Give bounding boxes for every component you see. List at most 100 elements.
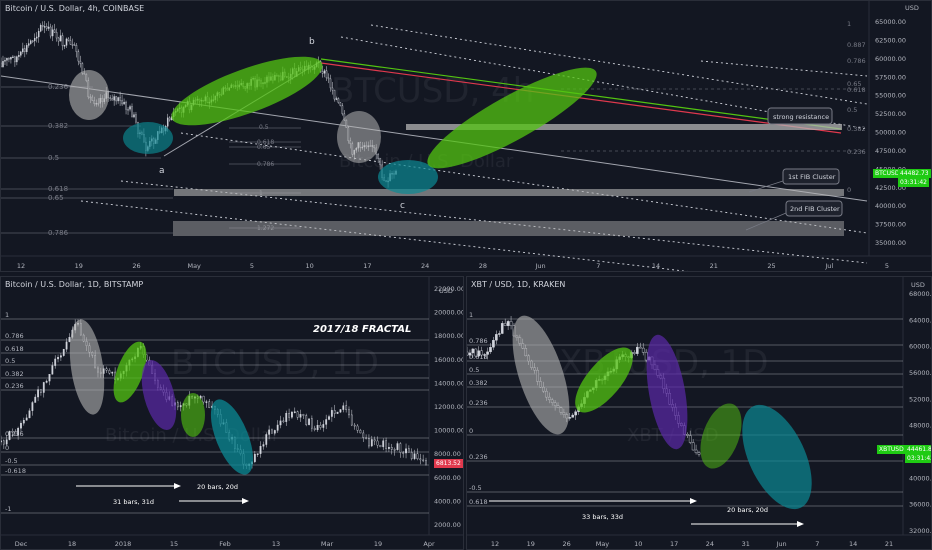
fractal-candle: [405, 448, 407, 454]
fractal-candle: [282, 420, 285, 423]
kraken-candle: [509, 321, 513, 327]
kraken-x-tick: 7: [815, 540, 819, 548]
main-candle: [33, 38, 36, 42]
main-y-tick: 55000.00: [875, 92, 906, 100]
left-fib-retracement: [1, 86, 173, 234]
fractal-candle: [14, 431, 17, 436]
main-candle: [79, 60, 82, 64]
fractal-candle: [373, 439, 376, 442]
fractal-candle: [308, 418, 310, 425]
main-x-tick: 7: [596, 262, 600, 270]
kraken-arrow-1-head: [690, 498, 697, 504]
fractal-candle: [20, 422, 22, 429]
fractal-2017-panel[interactable]: Bitcoin / U.S. Dollar, 1D, BITSTAMP BTCU…: [0, 276, 464, 550]
main-candle: [341, 105, 344, 115]
fractal-teal-ellipse: [210, 399, 254, 475]
kraken-panel[interactable]: XBT / USD, 1D, KRAKEN XBTUSD, 1D XBT / U…: [466, 276, 932, 550]
fractal-candle: [311, 418, 313, 429]
kraken-fib-label: 0.618: [469, 498, 488, 506]
kraken-teal-ellipse: [742, 404, 812, 510]
kraken-candle: [503, 323, 507, 326]
fractal-candle: [68, 337, 71, 343]
main-x-tick: Jul: [824, 262, 833, 270]
main-candle: [329, 78, 332, 89]
main-x-tick: May: [187, 262, 201, 270]
main-candle: [131, 106, 133, 118]
kraken-chart-canvas[interactable]: 10.7860.6180.50.3820.23600.236-0.50.618 …: [467, 277, 932, 550]
left-fib-label-0236: 0.236: [48, 83, 69, 91]
fractal-candle: [390, 447, 393, 450]
main-countdown-tag: 03:31:42: [898, 178, 929, 187]
main-y-tick: 60000.00: [875, 55, 906, 63]
fractal-candle: [8, 431, 11, 440]
fractal-candle: [11, 431, 14, 433]
main-candle: [16, 56, 18, 63]
fractal-candle: [410, 452, 413, 459]
main-x-tick: 28: [479, 262, 487, 270]
main-x-tick: 25: [767, 262, 775, 270]
fractal-candle: [362, 432, 365, 438]
kraken-green-ellipse-2: [700, 403, 742, 469]
fractal-candle: [57, 357, 59, 360]
callout-first-fib-cluster[interactable]: 1st FIB Cluster: [748, 168, 840, 193]
fractal-candle: [370, 439, 373, 447]
fractal-currency-label: USD: [439, 287, 453, 295]
fractal-candle: [399, 443, 402, 453]
fractal-candle: [359, 430, 362, 434]
fractal-candle: [176, 402, 179, 408]
fractal-candle: [65, 341, 68, 350]
main-candle: [4, 60, 6, 62]
main-x-tick: 21: [710, 262, 718, 270]
fractal-candle: [330, 410, 333, 417]
main-candle: [20, 51, 22, 56]
kraken-candle: [480, 350, 483, 356]
fractal-fib-label: 0: [5, 444, 9, 452]
main-candle: [65, 38, 68, 46]
main-candle: [115, 96, 117, 102]
main-chart-panel[interactable]: Bitcoin / U.S. Dollar, 4h, COINBASE BTCU…: [0, 0, 932, 272]
fractal-candle: [348, 409, 350, 416]
fractal-chart-canvas[interactable]: 1 0.786 0.618 0.5 0.382 0.236 0.236 0 -0.5 -0.618…: [1, 277, 464, 550]
main-candle: [71, 44, 74, 46]
main-candle: [168, 117, 171, 121]
fractal-green-ellipse-1: [113, 341, 147, 403]
fractal-candle: [1, 440, 2, 443]
main-candle: [37, 31, 40, 38]
fractal-fib-label: -0.618: [5, 467, 26, 475]
fractal-x-tick: Dec: [15, 540, 28, 548]
main-chart-canvas[interactable]: 0.236 0.382 0.5 0.618 0.65 0.786 0.5 0.6…: [1, 1, 932, 272]
fractal-candle: [376, 440, 379, 446]
fractal-candle: [353, 424, 356, 427]
fractal-candle: [350, 414, 353, 426]
main-candle: [61, 35, 64, 46]
kraken-candle: [483, 354, 486, 356]
kraken-purple-ellipse: [646, 334, 688, 450]
kraken-chart-title: XBT / USD, 1D, KRAKEN: [471, 280, 566, 289]
main-trendline: [1, 75, 868, 202]
fractal-candle: [54, 358, 57, 366]
fractal-candle: [293, 411, 296, 413]
fractal-candle: [22, 420, 25, 424]
fractal-candle: [259, 446, 262, 454]
kraken-price-tag: 44461.8: [905, 445, 932, 454]
kraken-currency-label: USD: [911, 281, 925, 289]
callout-second-fib-cluster[interactable]: 2nd FIB Cluster: [745, 200, 843, 231]
right-fib-label-0: 0: [847, 186, 851, 194]
fractal-candle: [279, 420, 282, 426]
fractal-candle: [273, 430, 276, 434]
second-fib-cluster-box: [173, 221, 844, 236]
main-candle: [57, 37, 60, 42]
kraken-fib-label: 1: [469, 311, 473, 319]
mid-fib-label-1272: 1.272: [257, 225, 274, 232]
main-candle: [12, 56, 14, 59]
callout-strong-resistance[interactable]: strong resistance: [767, 107, 833, 125]
fractal-fib-label: -0.5: [5, 457, 18, 465]
main-candle: [69, 40, 72, 45]
kraken-arrow-1-label: 33 bars, 33d: [582, 513, 623, 521]
kraken-candle: [506, 321, 510, 326]
main-candle: [45, 26, 48, 29]
fractal-candle: [179, 405, 182, 408]
kraken-candle: [495, 334, 498, 341]
kraken-y-tick: 48000.00: [909, 422, 932, 430]
fractal-candle: [425, 460, 427, 466]
